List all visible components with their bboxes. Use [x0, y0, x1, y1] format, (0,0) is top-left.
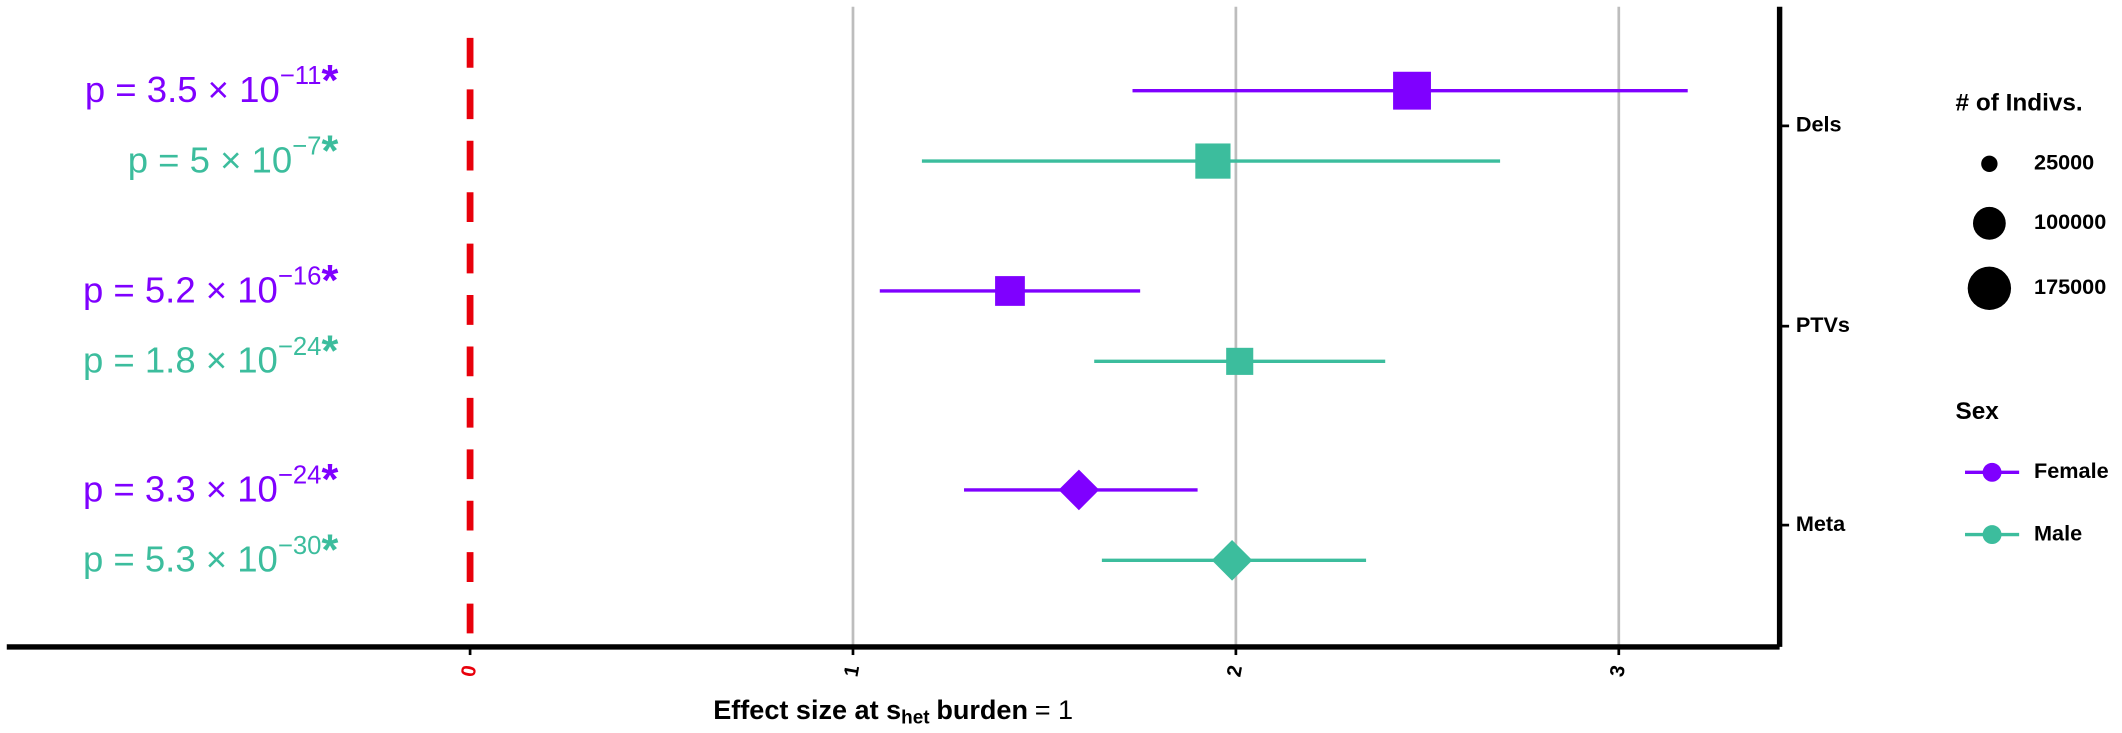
p-value-base: p = 1.8 × 10 — [83, 339, 278, 380]
x-tick-label: 1 — [841, 664, 865, 679]
p-value-label: p = 5 × 10−7* — [128, 128, 339, 180]
p-value-exponent: −30 — [278, 532, 322, 560]
size-legend-marker — [1967, 266, 2012, 310]
p-value-mark: * — [321, 527, 338, 575]
color-legend-title: Sex — [1956, 398, 2000, 425]
size-legend-label: 100000 — [2034, 209, 2106, 234]
y-tick-label: PTVs — [1796, 312, 1850, 337]
size-legend-marker — [1981, 155, 1998, 172]
point — [1226, 347, 1254, 375]
x-axis-label: Effect size at shet burden = 1 — [713, 695, 1073, 729]
point — [1195, 143, 1231, 179]
p-value-exponent: −7 — [292, 132, 321, 160]
p-value-base: p = 5.3 × 10 — [83, 538, 278, 579]
p-value-exponent: −24 — [278, 461, 322, 489]
size-legend-title: # of Indivs. — [1956, 90, 2083, 117]
point — [1058, 469, 1100, 511]
p-value-label: p = 5.3 × 10−30* — [83, 527, 339, 579]
p-value-mark: * — [321, 128, 338, 176]
x-tick-label: 0 — [458, 664, 482, 679]
x-axis-label-part: het — [901, 708, 930, 729]
x-axis-label-part: burden — [936, 695, 1028, 725]
p-value-base: p = 3.3 × 10 — [83, 468, 278, 509]
p-value-exponent: −24 — [278, 333, 322, 361]
x-tick-label: 3 — [1606, 664, 1630, 679]
size-legend-label: 25000 — [2034, 149, 2094, 174]
legend-marker — [1982, 462, 2002, 482]
legend-marker — [1982, 525, 2002, 545]
point — [995, 276, 1025, 306]
point — [1393, 71, 1431, 110]
p-value-label: p = 1.8 × 10−24* — [83, 328, 339, 380]
y-tick-label: Meta — [1796, 511, 1846, 536]
p-value-exponent: −16 — [278, 262, 322, 290]
y-tick-label: Dels — [1796, 112, 1842, 137]
p-value-label: p = 3.5 × 10−11* — [85, 57, 339, 109]
size-legend-label: 175000 — [2034, 274, 2106, 299]
p-value-mark: * — [321, 258, 338, 306]
p-value-mark: * — [321, 57, 338, 105]
legend-label: Male — [2034, 520, 2082, 545]
p-value-label: p = 5.2 × 10−16* — [83, 258, 339, 310]
x-axis-label-part: = 1 — [1035, 695, 1073, 725]
legend-label: Female — [2034, 458, 2109, 483]
point — [1211, 539, 1253, 581]
p-value-base: p = 5.2 × 10 — [83, 269, 278, 310]
size-legend-marker — [1972, 206, 2006, 240]
x-tick-label: 2 — [1223, 664, 1247, 679]
p-value-label: p = 3.3 × 10−24* — [83, 457, 339, 509]
x-axis-label-part: Effect size at s — [713, 695, 901, 725]
p-value-mark: * — [321, 457, 338, 505]
p-value-mark: * — [321, 328, 338, 376]
p-value-base: p = 5 × 10 — [128, 139, 292, 180]
p-value-base: p = 3.5 × 10 — [85, 69, 280, 110]
p-value-exponent: −11 — [280, 62, 322, 90]
